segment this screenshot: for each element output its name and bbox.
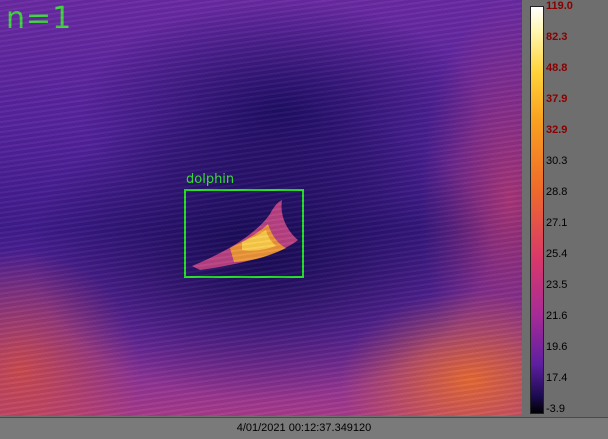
scale-tick-label: 82.3 — [546, 31, 568, 43]
temperature-scale-bar — [530, 6, 544, 414]
object-count-label: n=1 — [6, 1, 73, 36]
scale-tick-label: 119.0 — [546, 0, 573, 12]
detection-bounding-box[interactable] — [184, 189, 304, 278]
detection-label: dolphin — [186, 172, 235, 187]
thermal-image: n=1 dolphin — [0, 0, 522, 416]
scale-tick-label: 23.5 — [546, 279, 568, 291]
scale-tick-label: -3.9 — [546, 403, 565, 415]
scale-tick-label: 17.4 — [546, 372, 568, 384]
scale-tick-label: 27.1 — [546, 217, 568, 229]
timestamp: 4/01/2021 00:12:37.349120 — [236, 422, 372, 434]
scale-tick-label: 48.8 — [546, 62, 568, 74]
scale-tick-label: 28.8 — [546, 186, 568, 198]
scale-tick-label: 32.9 — [546, 124, 568, 136]
scale-tick-label: 25.4 — [546, 248, 568, 260]
scale-tick-label: 37.9 — [546, 93, 568, 105]
scale-tick-label: 19.6 — [546, 341, 568, 353]
status-bar: 4/01/2021 00:12:37.349120 — [0, 417, 608, 439]
scale-tick-label: 21.6 — [546, 310, 568, 322]
scale-tick-label: 30.3 — [546, 155, 568, 167]
dolphin-fin-shape — [192, 200, 298, 270]
